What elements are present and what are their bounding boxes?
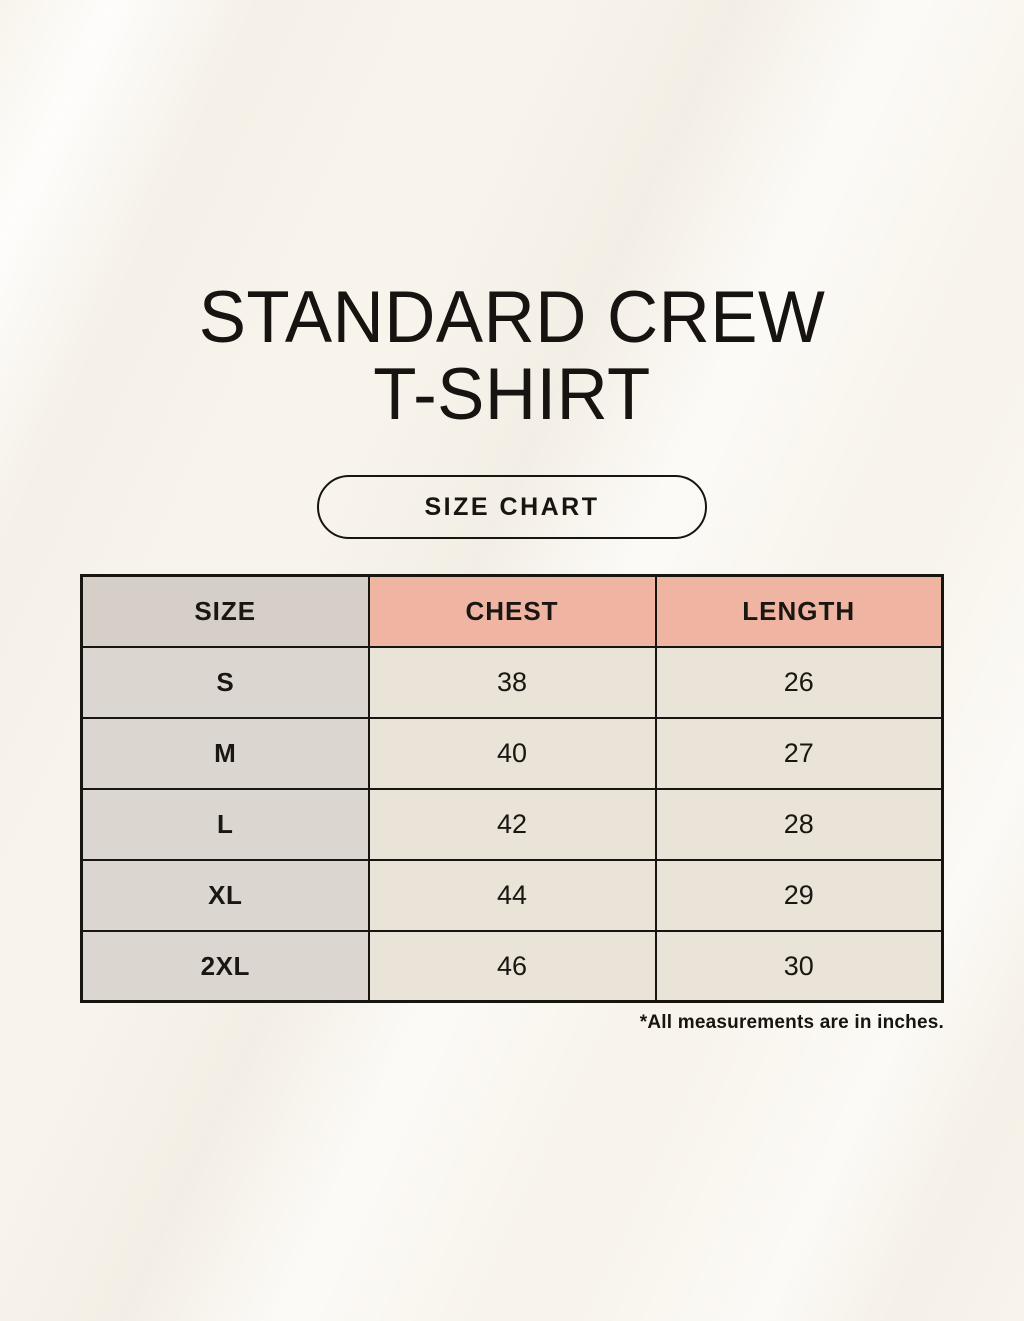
chest-value: 44 <box>367 858 657 932</box>
measurements-footnote: *All measurements are in inches. <box>639 1012 944 1034</box>
page-title: STANDARD CREW T-SHIRT <box>0 0 1024 433</box>
chest-value: 40 <box>367 716 657 790</box>
length-value: 30 <box>654 929 944 1003</box>
chest-value: 46 <box>367 929 657 1003</box>
size-label: XL <box>80 858 370 932</box>
length-value: 28 <box>654 787 944 861</box>
size-chart-badge: SIZE CHART <box>317 475 707 540</box>
length-value: 26 <box>654 645 944 719</box>
size-label: L <box>80 787 370 861</box>
chest-value: 42 <box>367 787 657 861</box>
length-value: 27 <box>654 716 944 790</box>
size-label: M <box>80 716 370 790</box>
column-header-chest: CHEST <box>367 574 657 648</box>
table-row-2xl: 2XL 46 30 <box>80 929 944 1003</box>
column-header-length: LENGTH <box>654 574 944 648</box>
length-value: 29 <box>654 858 944 932</box>
page-title-line-2: T-SHIRT <box>373 353 651 435</box>
chest-value: 38 <box>367 645 657 719</box>
page-title-line-1: STANDARD CREW <box>198 277 826 358</box>
table-row-s: S 38 26 <box>80 645 944 719</box>
table-row-m: M 40 27 <box>80 716 944 790</box>
size-table-header-row: SIZE CHEST LENGTH <box>80 574 944 648</box>
size-label: S <box>80 645 370 719</box>
table-row-l: L 42 28 <box>80 787 944 861</box>
size-label: 2XL <box>80 929 370 1003</box>
size-table: SIZE CHEST LENGTH S 38 26 M 40 27 L 42 2… <box>80 574 944 1004</box>
table-row-xl: XL 44 29 <box>80 858 944 932</box>
column-header-size: SIZE <box>80 574 370 648</box>
size-chart-badge-label: SIZE CHART <box>424 492 600 521</box>
